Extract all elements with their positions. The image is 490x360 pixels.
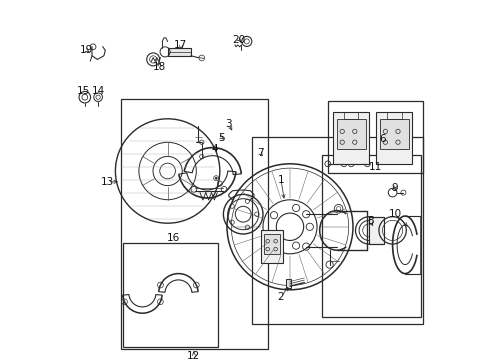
Circle shape	[215, 177, 217, 179]
Text: 1: 1	[278, 175, 284, 185]
Text: 18: 18	[153, 62, 166, 72]
Text: 19: 19	[80, 45, 93, 55]
Bar	[376, 112, 413, 164]
Text: 11: 11	[368, 162, 382, 172]
Bar	[333, 112, 369, 164]
Text: 2: 2	[278, 292, 284, 302]
Text: 16: 16	[167, 233, 180, 243]
Bar	[387, 112, 402, 119]
Text: 5: 5	[218, 132, 225, 143]
Text: 3: 3	[225, 119, 232, 129]
Text: 12: 12	[187, 351, 200, 360]
Text: 14: 14	[92, 86, 105, 96]
Text: 10: 10	[389, 209, 402, 219]
Bar	[122, 243, 218, 347]
Text: 4: 4	[211, 144, 218, 154]
Bar	[322, 155, 421, 317]
Bar	[264, 234, 280, 254]
Text: 7: 7	[257, 148, 264, 158]
Bar	[121, 99, 269, 349]
Bar	[252, 137, 423, 324]
Bar	[328, 101, 423, 173]
Bar	[168, 48, 191, 56]
Text: 13: 13	[101, 177, 114, 187]
Text: 8: 8	[367, 216, 373, 226]
Bar	[380, 119, 409, 149]
Bar	[286, 279, 291, 288]
Bar	[344, 112, 358, 119]
Text: 17: 17	[174, 40, 188, 50]
Text: 9: 9	[391, 183, 398, 193]
Bar	[369, 217, 384, 244]
Bar	[261, 230, 283, 263]
Text: 6: 6	[379, 134, 386, 144]
Bar	[337, 119, 366, 149]
Text: 20: 20	[232, 35, 245, 45]
Text: 15: 15	[77, 86, 90, 96]
